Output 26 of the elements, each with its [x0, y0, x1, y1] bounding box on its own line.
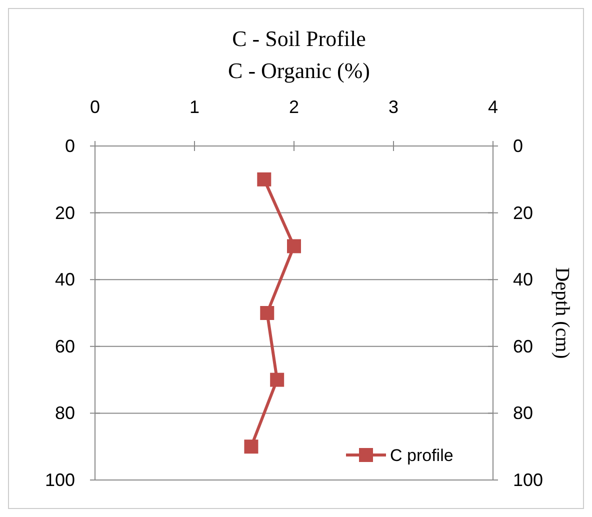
x-axis-title: C - Organic (%): [228, 58, 370, 83]
chart-title: C - Soil Profile: [232, 26, 366, 51]
y2-tick-label: 80: [513, 403, 534, 424]
y-tick-label: 0: [64, 136, 75, 156]
y2-axis-title: Depth (cm): [551, 267, 573, 359]
y-tick-label: 60: [54, 336, 75, 356]
y-tick-label: 20: [54, 202, 75, 223]
y2-tick-label: 40: [513, 270, 534, 290]
point: [257, 172, 272, 186]
y2-tick-label: 20: [513, 202, 534, 223]
y2-tick-label: 0: [513, 136, 524, 156]
point: [287, 239, 301, 254]
y2-tick-label: 100: [513, 470, 544, 490]
point: [244, 440, 258, 454]
x-tick-label: 4: [488, 97, 498, 117]
x-tick-label: 2: [288, 97, 300, 117]
x-tick-label: 0: [90, 97, 100, 117]
y-tick-label: 100: [44, 470, 75, 490]
y-tick-label: 40: [54, 270, 75, 290]
point: [270, 372, 284, 387]
x-tick-label: 1: [189, 97, 200, 117]
x-tick-label: 3: [388, 97, 399, 117]
y2-tick-label: 60: [513, 336, 534, 356]
point: [260, 306, 274, 320]
y-tick-label: 80: [54, 403, 75, 424]
legend-label: C profile: [390, 446, 454, 465]
